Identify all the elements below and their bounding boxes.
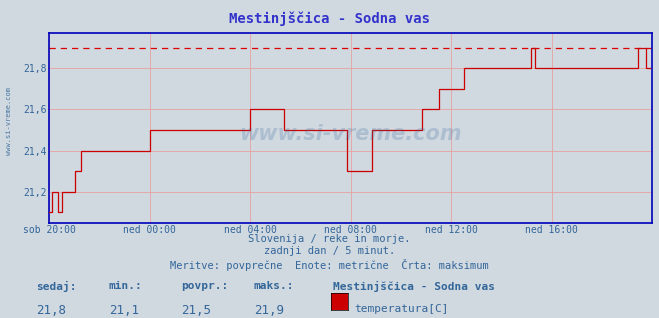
Text: www.si-vreme.com: www.si-vreme.com	[5, 87, 12, 155]
Text: Mestinjščica - Sodna vas: Mestinjščica - Sodna vas	[333, 281, 495, 293]
Text: 21,5: 21,5	[181, 304, 212, 317]
Text: Meritve: povprečne  Enote: metrične  Črta: maksimum: Meritve: povprečne Enote: metrične Črta:…	[170, 259, 489, 271]
Text: 21,8: 21,8	[36, 304, 67, 317]
Text: 21,1: 21,1	[109, 304, 139, 317]
Text: temperatura[C]: temperatura[C]	[355, 304, 449, 314]
Text: povpr.:: povpr.:	[181, 281, 229, 291]
Text: min.:: min.:	[109, 281, 142, 291]
Text: Mestinjščica - Sodna vas: Mestinjščica - Sodna vas	[229, 11, 430, 26]
Text: sedaj:: sedaj:	[36, 281, 76, 293]
Text: zadnji dan / 5 minut.: zadnji dan / 5 minut.	[264, 246, 395, 256]
Text: Slovenija / reke in morje.: Slovenija / reke in morje.	[248, 234, 411, 244]
Text: www.si-vreme.com: www.si-vreme.com	[240, 124, 462, 144]
Text: maks.:: maks.:	[254, 281, 294, 291]
Text: 21,9: 21,9	[254, 304, 284, 317]
